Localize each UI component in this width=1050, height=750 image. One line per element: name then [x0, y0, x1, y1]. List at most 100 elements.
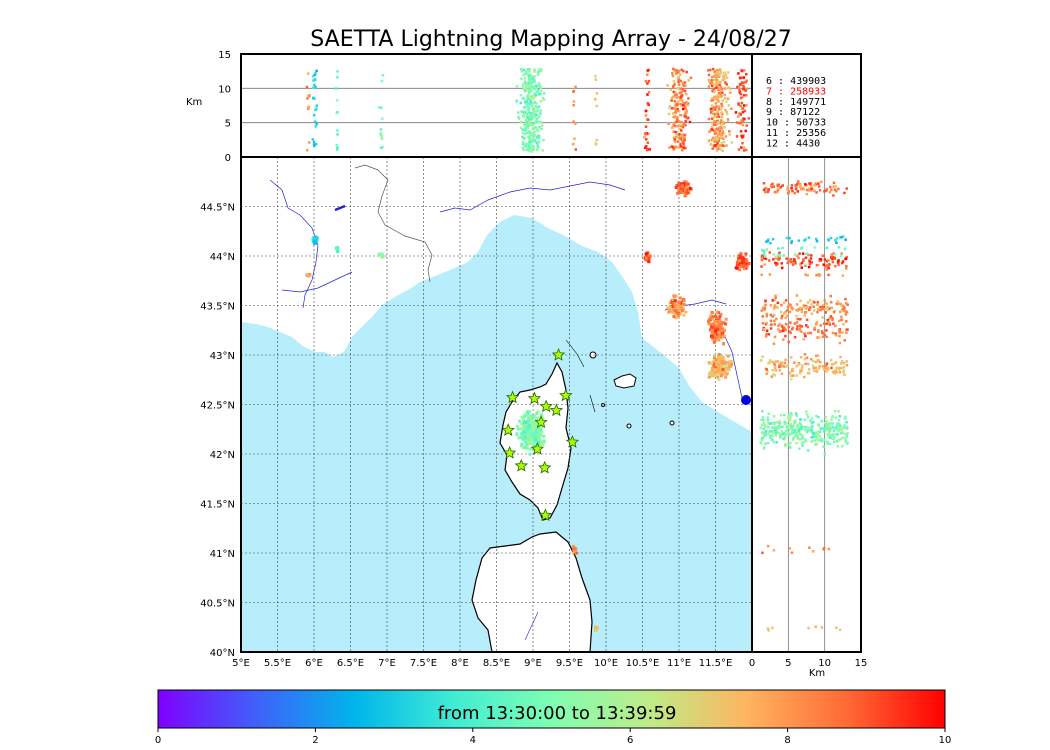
altitude-source-point — [536, 73, 540, 76]
side-source-point — [799, 299, 802, 303]
altitude-source-point — [681, 125, 685, 129]
altitude-source-point — [533, 133, 536, 137]
colorbar-tick-label: 2 — [312, 735, 318, 746]
side-source-point — [770, 438, 774, 441]
side-source-point — [800, 266, 804, 269]
side-source-point — [812, 305, 815, 308]
altitude-source-point — [528, 81, 531, 85]
altitude-source-point — [715, 115, 719, 119]
altitude-source-point — [711, 67, 715, 71]
altitude-source-point — [524, 105, 528, 109]
lightning-source-point — [714, 332, 718, 336]
side-source-point — [776, 431, 780, 435]
altitude-source-point — [530, 104, 534, 108]
altitude-source-point — [595, 104, 598, 108]
lightning-source-point — [710, 310, 714, 314]
altitude-source-point — [710, 99, 713, 102]
side-source-point — [777, 247, 780, 250]
side-source-point — [799, 418, 802, 421]
side-source-point — [786, 309, 789, 312]
lightning-source-point — [521, 437, 525, 441]
lightning-source-point — [742, 259, 746, 263]
side-source-point — [818, 360, 822, 364]
altitude-source-point — [720, 127, 723, 130]
altitude-source-point — [739, 130, 743, 133]
lma-station-star — [527, 391, 542, 405]
side-source-point — [800, 261, 804, 265]
lightning-source-point — [720, 327, 724, 331]
lightning-source-point — [521, 436, 525, 440]
side-source-point — [837, 366, 840, 370]
altitude-source-point — [646, 82, 649, 85]
lightning-source-point — [710, 331, 714, 335]
altitude-source-point — [533, 130, 536, 134]
altitude-source-point — [644, 79, 647, 83]
altitude-source-point — [315, 69, 318, 73]
altitude-source-point — [720, 111, 724, 115]
lightning-source-point — [717, 321, 721, 325]
side-source-point — [782, 254, 785, 257]
side-source-point — [810, 422, 813, 425]
lightning-source-point — [536, 432, 540, 436]
altitude-source-point — [315, 122, 319, 126]
altitude-source-point — [526, 97, 530, 101]
altitude-source-point — [572, 89, 576, 93]
altitude-source-point — [311, 74, 315, 78]
latitude-tick-label: 41°N — [210, 549, 235, 560]
altitude-source-point — [726, 97, 730, 101]
side-source-point — [809, 331, 813, 335]
side-source-point — [774, 360, 777, 363]
side-source-point — [815, 322, 818, 326]
lightning-source-point — [532, 443, 536, 447]
lightning-source-point — [711, 369, 715, 373]
altitude-source-point — [534, 105, 538, 108]
side-source-point — [823, 190, 826, 193]
lightning-source-point — [737, 259, 741, 263]
altitude-source-point — [574, 122, 577, 126]
altitude-source-point — [311, 86, 315, 89]
side-source-point — [795, 321, 799, 324]
side-source-point — [770, 184, 773, 187]
altitude-source-point — [381, 145, 384, 149]
colorbar-tick-label: 4 — [470, 735, 476, 746]
side-source-point — [845, 187, 848, 190]
longitude-tick-label: 10.5°E — [626, 658, 660, 669]
altitude-source-point — [684, 124, 687, 127]
side-source-point — [793, 191, 796, 195]
side-source-point — [801, 306, 805, 309]
lightning-source-point — [745, 264, 749, 268]
lightning-source-point — [712, 360, 716, 364]
altitude-source-point — [711, 97, 714, 101]
altitude-source-point — [528, 69, 531, 73]
altitude-source-point — [673, 115, 676, 119]
altitude-source-point — [644, 109, 648, 113]
side-source-point — [844, 301, 848, 305]
side-source-point — [795, 185, 798, 188]
lma-station-star — [505, 390, 520, 404]
side-source-point — [818, 259, 822, 263]
side-source-point — [766, 238, 770, 241]
lightning-source-point — [718, 371, 722, 375]
altitude-source-point — [532, 145, 535, 149]
lightning-source-point — [674, 316, 678, 320]
side-source-point — [764, 257, 768, 261]
side-source-point — [828, 427, 832, 431]
lightning-source-point — [574, 551, 578, 555]
altitude-source-point — [719, 136, 723, 139]
altitude-source-point — [538, 68, 541, 71]
side-source-point — [843, 416, 847, 419]
station-count-row: 8 : 149771 — [766, 97, 826, 108]
altitude-source-point — [677, 69, 680, 73]
altitude-source-point — [680, 104, 683, 108]
side-source-point — [799, 185, 802, 188]
side-source-point — [772, 185, 776, 188]
side-source-point — [826, 308, 829, 312]
altitude-source-point — [539, 120, 543, 124]
side-source-point — [800, 310, 804, 314]
side-source-point — [773, 366, 777, 370]
side-source-point — [788, 310, 792, 314]
side-source-point — [842, 305, 846, 309]
side-source-point — [815, 191, 818, 194]
altitude-source-point — [381, 73, 385, 77]
altitude-source-point — [528, 88, 531, 91]
